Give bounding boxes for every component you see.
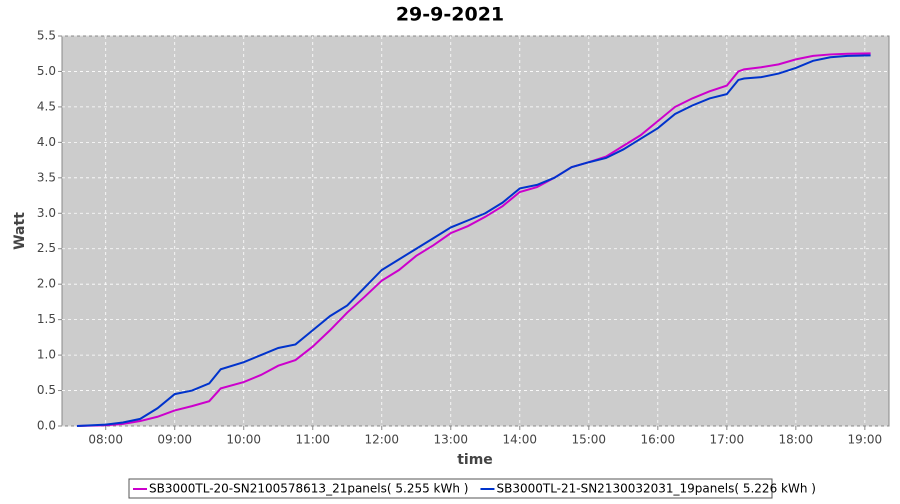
legend-box	[128, 478, 773, 499]
x-tick-label: 16:00	[641, 433, 676, 447]
plot-area	[61, 35, 890, 427]
x-tick-label: 19:00	[848, 433, 883, 447]
y-tick-label: 5.0	[37, 64, 56, 78]
series-line	[76, 52, 871, 427]
x-tick-label: 18:00	[779, 433, 814, 447]
x-tick-label: 08:00	[88, 433, 123, 447]
x-tick-label: 09:00	[157, 433, 192, 447]
y-tick-label: 1.5	[37, 312, 56, 326]
x-tick-label: 14:00	[502, 433, 537, 447]
y-tick-label: 3.0	[37, 206, 56, 220]
series-line	[76, 54, 871, 427]
x-tick-label: 17:00	[710, 433, 745, 447]
legend-label: SB3000TL-20-SN2100578613_21panels( 5.255…	[149, 482, 468, 496]
legend-label: SB3000TL-21-SN2130032031_19panels( 5.226…	[496, 482, 815, 496]
y-tick-label: 0.0	[37, 419, 56, 433]
y-tick-label: 2.5	[37, 241, 56, 255]
y-tick-label: 4.5	[37, 99, 56, 113]
y-tick-label: 2.0	[37, 277, 56, 291]
x-tick-label: 12:00	[364, 433, 399, 447]
y-tick-label: 1.0	[37, 348, 56, 362]
y-tick-label: 3.5	[37, 170, 56, 184]
y-tick-label: 5.5	[37, 29, 56, 43]
y-tick-label: 0.5	[37, 383, 56, 397]
y-tick-label: 4.0	[37, 135, 56, 149]
chart-title: 29-9-2021	[396, 4, 504, 26]
y-axis-label: Watt	[12, 212, 28, 250]
x-tick-label: 13:00	[433, 433, 468, 447]
x-tick-label: 15:00	[571, 433, 606, 447]
x-tick-label: 11:00	[295, 433, 330, 447]
x-tick-label: 10:00	[226, 433, 261, 447]
x-axis-label: time	[457, 452, 493, 468]
